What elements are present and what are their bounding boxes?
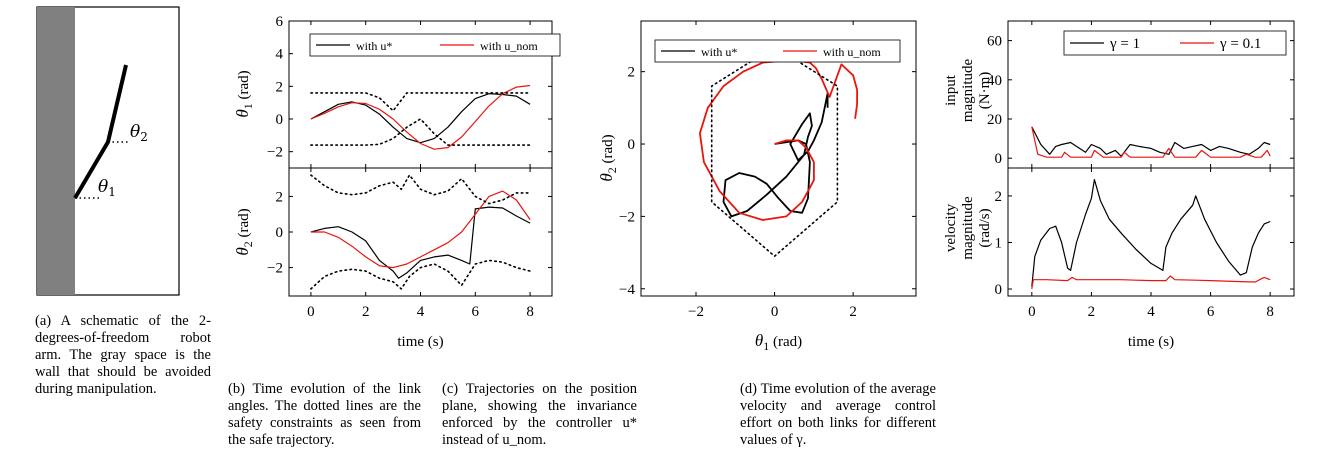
legend: γ = 1 γ = 0.1 [1063, 30, 1287, 56]
caption-d: (d) Time evolution of the average veloci… [740, 381, 936, 448]
x-tick-label: 2 [1088, 304, 1096, 320]
x-tick-label: 0 [307, 304, 315, 320]
x-tick-label: 0 [771, 304, 779, 320]
series-line-b_top-1 [310, 84, 531, 150]
x-tick-label: 2 [849, 304, 857, 320]
y-tick-label: 2 [276, 189, 284, 205]
robot-arm-schematic: θ1 θ2 [36, 6, 180, 296]
x-axis-label: time (s) [397, 334, 443, 350]
x-tick-label: 4 [1147, 304, 1155, 320]
legend-label: γ = 0.1 [1219, 36, 1261, 52]
x-tick-label: 8 [526, 304, 534, 320]
legend-label: with u* [356, 39, 392, 53]
legend-label: γ = 1 [1109, 36, 1140, 52]
series-line-d_bottom-0 [1031, 179, 1271, 287]
y-axis-label: θ2 (rad) [233, 208, 255, 255]
y-tick-label: 6 [276, 14, 284, 30]
constraint-line-b_bottom-2 [310, 174, 531, 205]
y-tick-label: 0 [276, 225, 284, 241]
series-line-d_top-1 [1031, 126, 1271, 158]
series-line-b_bottom-1 [310, 190, 531, 269]
chart-b_bottom: 0 2 4 6 8 −2 0 2 time (s) θ2 (rad) [233, 167, 553, 350]
plot-frame [1007, 167, 1295, 297]
x-tick-label: 0 [1028, 304, 1036, 320]
y-tick-label: 40 [987, 73, 1002, 89]
y-tick-label: 0 [995, 282, 1003, 298]
constraint-line-c-2 [710, 58, 839, 258]
y-axis-label-line: input [943, 74, 959, 106]
y-tick-label: −4 [619, 282, 635, 298]
y-tick-label: 4 [276, 47, 284, 63]
legend-box [309, 33, 561, 57]
y-axis-label-line: magnitude [960, 196, 976, 260]
legend-box [654, 39, 901, 63]
plot-frame [640, 20, 917, 297]
legend-label: with u* [701, 45, 737, 59]
series-line-b_bottom-0 [310, 206, 531, 279]
x-tick-label: 6 [1207, 304, 1215, 320]
y-tick-label: 2 [628, 65, 636, 81]
series-line-c-0 [722, 92, 829, 218]
y-tick-label: −2 [267, 261, 283, 277]
y-tick-label: 60 [987, 34, 1002, 50]
y-tick-label: 20 [987, 112, 1002, 128]
x-tick-label: 8 [1266, 304, 1274, 320]
y-tick-label: 0 [995, 151, 1003, 167]
constraint-line-b_top-3 [310, 118, 531, 146]
caption-b: (b) Time evolution of the link angles. T… [228, 381, 421, 448]
x-tick-label: 2 [362, 304, 370, 320]
x-tick-label: 6 [472, 304, 480, 320]
caption-a: (a) A schematic of the 2-degrees-of-free… [35, 313, 211, 397]
y-axis-label-line: velocity [943, 203, 959, 252]
series-line-b_top-0 [310, 93, 531, 144]
series-line-d_top-0 [1031, 126, 1271, 157]
x-axis-label: θ1 (rad) [755, 331, 802, 353]
y-axis-label: θ1 (rad) [233, 70, 255, 117]
chart-c: −2 0 2 −4 −2 0 2 θ1 (rad) θ2 (rad) [597, 20, 917, 353]
x-tick-label: 4 [417, 304, 425, 320]
legend: with u* with u_nom [309, 33, 561, 57]
constraint-line-b_bottom-3 [310, 259, 531, 290]
y-axis-label-line: (rad/s) [977, 208, 993, 247]
y-tick-label: −2 [267, 145, 283, 161]
y-tick-label: 2 [995, 189, 1003, 205]
series-line-d_bottom-1 [1031, 275, 1271, 290]
y-tick-label: −2 [619, 209, 635, 225]
legend-label: with u_nom [480, 39, 538, 53]
wall-region [37, 7, 75, 295]
y-axis-label-line: magnitude [960, 59, 976, 123]
legend: with u* with u_nom [654, 39, 901, 63]
y-tick-label: 0 [628, 137, 636, 153]
caption-c: (c) Trajectories on the position plane, … [442, 381, 637, 448]
y-tick-label: 2 [276, 79, 284, 95]
legend-label: with u_nom [823, 45, 881, 59]
y-tick-label: 0 [276, 112, 284, 128]
x-axis-label: time (s) [1128, 334, 1174, 350]
y-axis-label: θ2 (rad) [597, 134, 619, 181]
y-tick-label: 1 [995, 235, 1003, 251]
chart-d_top: 0 20 40 60 input magnitude (N·m) [943, 20, 1295, 169]
x-tick-label: −2 [688, 304, 704, 320]
y-axis-label-line: (N·m) [977, 72, 993, 110]
chart-d_bottom: 0 2 4 6 8 0 1 2 time (s) velocity magnitude (rad/s) [943, 167, 1295, 350]
series-line-c-1 [699, 59, 858, 221]
constraint-line-b_top-2 [310, 92, 531, 112]
